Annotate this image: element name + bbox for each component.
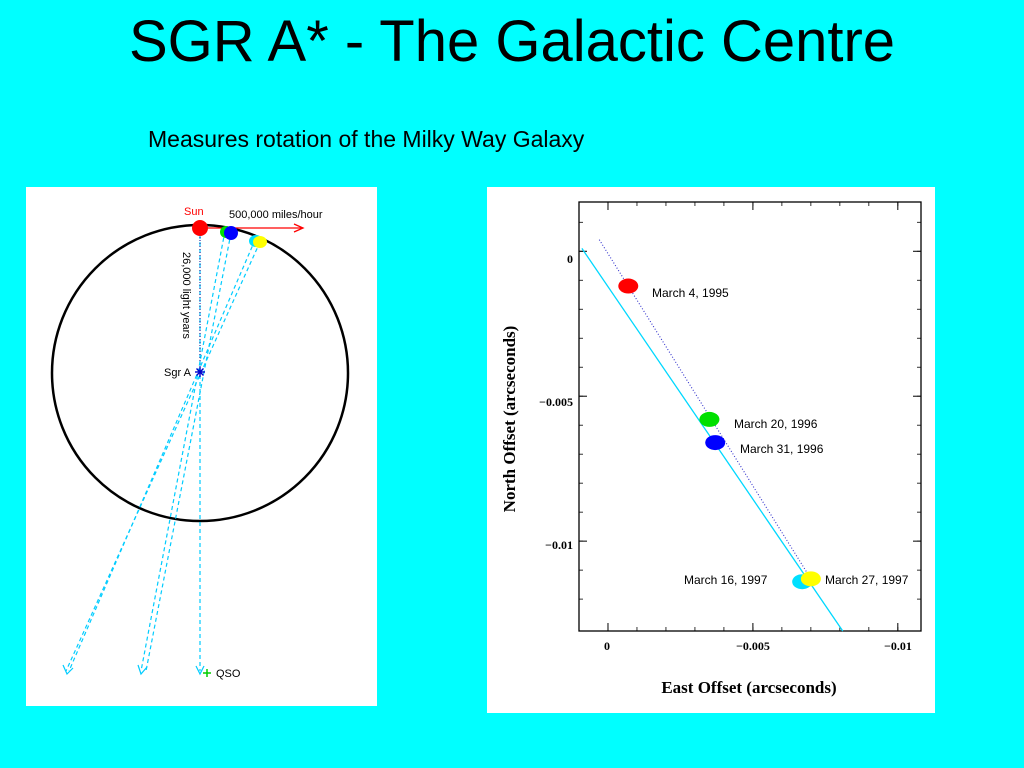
sgr-label: Sgr A <box>164 367 192 379</box>
velocity-arrowhead <box>293 223 305 233</box>
plot-frame <box>578 201 922 632</box>
sun-marker <box>192 220 208 236</box>
arrowhead-left <box>62 664 74 676</box>
point-label-march-31-1996: March 31, 1996 <box>740 442 824 456</box>
point-label-march-4-1995: March 4, 1995 <box>652 286 729 300</box>
sun-label: Sun <box>184 206 204 218</box>
sightline-blue <box>145 232 232 672</box>
sightline-yellow <box>65 241 261 672</box>
position-blue <box>224 226 238 240</box>
x-axis-label: East Offset (arcseconds) <box>661 678 836 697</box>
slide-subtitle: Measures rotation of the Milky Way Galax… <box>148 126 585 152</box>
y-tick-2: −0.01 <box>545 538 573 552</box>
trail-line <box>598 239 812 580</box>
data-point-4 <box>800 571 821 587</box>
arrowhead-middle <box>137 664 148 676</box>
y-tick-1: −0.005 <box>539 395 573 409</box>
y-tick-0: 0 <box>567 252 573 266</box>
proper-motion-chart: 0 −0.005 −0.01 0 −0.005 −0.01 East Offse… <box>487 187 935 713</box>
sgr-a-star-icon <box>195 367 205 377</box>
distance-label: 26,000 light years <box>180 252 192 339</box>
position-yellow <box>253 236 267 248</box>
point-label-march-16-1997: March 16, 1997 <box>684 573 768 587</box>
galaxy-rotation-diagram: Sun 500,000 miles/hour 26,000 light year… <box>26 187 377 706</box>
point-label-march-20-1996: March 20, 1996 <box>734 417 818 431</box>
x-tick-1: −0.005 <box>736 639 770 653</box>
speed-label: 500,000 miles/hour <box>229 209 323 221</box>
slide-title: SGR A* - The Galactic Centre <box>128 9 896 74</box>
data-point-2 <box>705 435 726 451</box>
point-label-march-27-1997: March 27, 1997 <box>825 573 909 587</box>
data-point-1 <box>699 411 720 427</box>
arrowhead-qso <box>195 665 205 676</box>
data-point-0 <box>618 278 639 294</box>
x-tick-0: 0 <box>604 639 610 653</box>
y-axis-label: North Offset (arcseconds) <box>500 326 519 513</box>
sightline-green <box>140 230 226 672</box>
x-tick-2: −0.01 <box>884 639 912 653</box>
qso-marker-icon <box>203 669 211 677</box>
sightline-cyan <box>68 239 256 672</box>
qso-label: QSO <box>216 668 241 680</box>
